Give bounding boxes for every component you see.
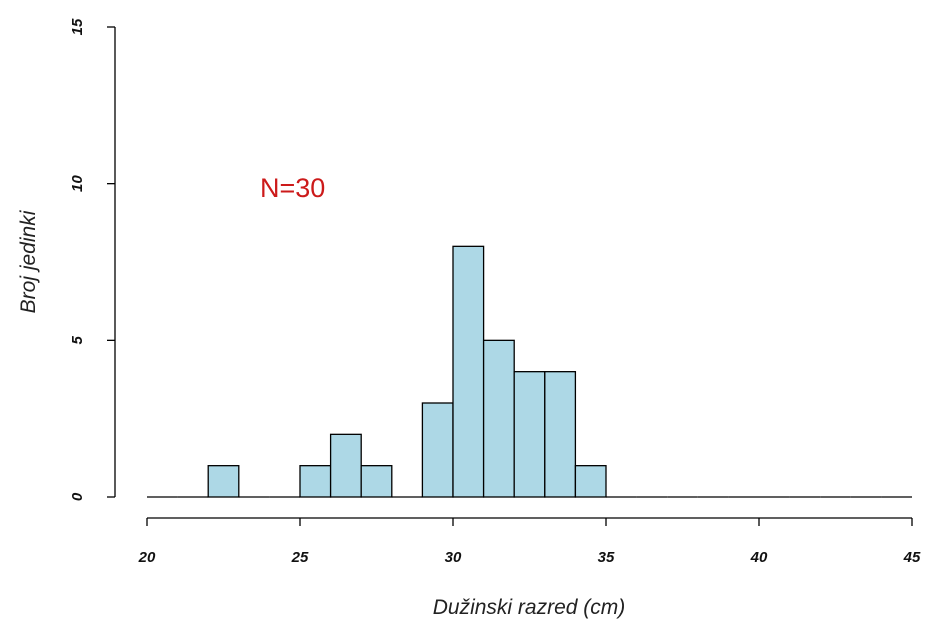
histogram-bar (544, 371, 577, 498)
y-axis-label: Broj jedinki (17, 209, 40, 313)
histogram-bar (207, 465, 240, 498)
x-axis-label: Dužinski razred (cm) (433, 596, 626, 619)
histogram-bar (574, 465, 607, 498)
y-tick-label: 0 (69, 492, 86, 501)
sample-size-annotation: N=30 (260, 173, 325, 203)
x-tick-label: 25 (291, 549, 309, 566)
x-tick-label: 35 (598, 549, 615, 566)
y-tick-label: 10 (69, 175, 86, 192)
bars-group (147, 245, 912, 498)
histogram-bar (513, 371, 546, 498)
x-tick-label: 45 (903, 549, 921, 566)
x-axis: 20 25 30 35 40 45 (138, 517, 921, 566)
histogram-bar (329, 433, 362, 498)
x-tick-label: 30 (445, 549, 462, 566)
histogram-bar (421, 402, 454, 498)
y-tick-label: 5 (69, 336, 86, 345)
x-tick-label: 20 (138, 549, 156, 566)
histogram-bar (360, 465, 393, 498)
histogram-bar (452, 245, 485, 498)
histogram-bar (482, 339, 515, 498)
y-tick-label: 15 (69, 18, 86, 35)
y-axis: 0 5 10 15 (69, 18, 116, 501)
x-tick-label: 40 (750, 549, 768, 566)
histogram-bar (299, 465, 332, 498)
